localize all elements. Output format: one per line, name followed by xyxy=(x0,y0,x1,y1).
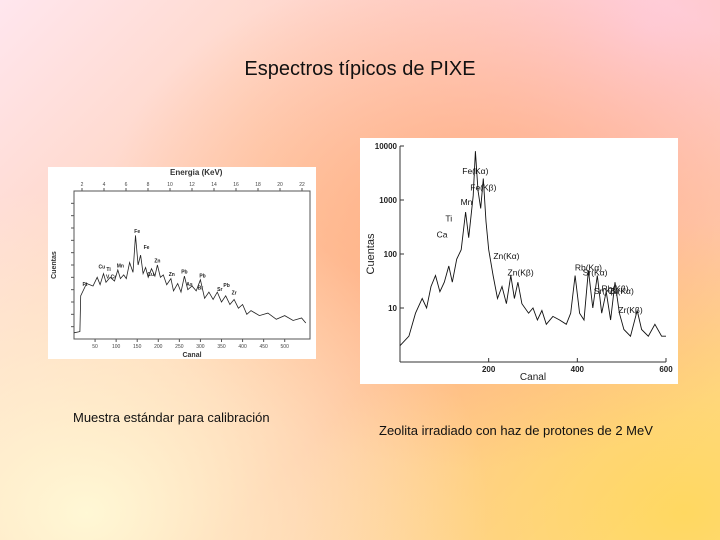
x-tick-label: 200 xyxy=(482,365,496,374)
y-tick-label: 10 xyxy=(388,304,397,313)
x-tick-label: 100 xyxy=(112,344,121,350)
peak-label: Mn xyxy=(117,263,124,269)
peak-label: Br xyxy=(198,286,204,292)
peak-label: Pb xyxy=(199,273,205,279)
y-tick-label: 100 xyxy=(384,250,398,259)
top-tick-label: 2 xyxy=(81,182,84,188)
x-tick-label: 450 xyxy=(259,344,268,350)
zeolite-spectrum-chart: 10 100 1000 10000 200 400 600 Canal Cuentas Fe(Kα… xyxy=(365,142,673,383)
peak-label: Ti xyxy=(445,213,452,223)
peak-label: Fe xyxy=(144,245,150,251)
top-tick-label: 4 xyxy=(103,182,106,188)
top-tick-label: 6 xyxy=(125,182,128,188)
peak-label: Mn xyxy=(461,197,473,207)
peak-label: Rb(Kα) xyxy=(575,262,602,272)
y-tick-label: 10000 xyxy=(375,142,398,151)
peak-label: Fe(Kα) xyxy=(462,166,488,176)
x-tick-label: 350 xyxy=(217,344,226,350)
peak-label: Pb xyxy=(181,270,187,276)
x-tick-label: 300 xyxy=(196,344,205,350)
peak-label: Ca xyxy=(437,230,448,240)
top-tick-label: 18 xyxy=(255,182,261,188)
x-tick-label: 200 xyxy=(154,344,163,350)
plot-frame xyxy=(73,190,311,340)
top-tick-label: 22 xyxy=(299,182,305,188)
x-tick-label: 50 xyxy=(92,344,98,350)
x-tick-label: 600 xyxy=(659,365,673,374)
peak-label: Ti xyxy=(106,267,111,273)
slide-title: Espectros típicos de PIXE xyxy=(244,58,476,80)
x-axis-label: Canal xyxy=(182,352,201,359)
caption-right: Zeolita irradiado con haz de protones de… xyxy=(379,423,653,438)
peak-label: Pb xyxy=(223,283,229,289)
x-tick-label: 500 xyxy=(281,344,290,350)
peak-label: Zn xyxy=(154,259,160,265)
peak-label: Zr xyxy=(232,291,237,297)
x-axis-label: Canal xyxy=(520,372,546,383)
top-tick-label: 12 xyxy=(189,182,195,188)
chart-title: Energia (KeV) xyxy=(170,168,223,177)
right-chart-panel: 10 100 1000 10000 200 400 600 Canal Cuentas Fe(Kα… xyxy=(360,138,678,384)
peak-label: Sr(Kβ) xyxy=(594,286,619,296)
peak-label: Fe(Kβ) xyxy=(470,182,496,192)
left-chart-panel: Energia (KeV) 2 4 6 8 10 12 14 16 18 20 22 50 100 150 2… xyxy=(48,167,316,359)
x-tick-label: 400 xyxy=(571,365,585,374)
y-axis-label: Cuentas xyxy=(365,233,377,274)
x-tick-label: 400 xyxy=(238,344,247,350)
peak-label: Cu xyxy=(98,265,105,271)
peak-label: As xyxy=(186,282,193,288)
peak-label: Cu xyxy=(147,272,154,278)
top-tick-label: 8 xyxy=(147,182,150,188)
caption-left: Muestra estándar para calibración xyxy=(73,410,270,425)
peak-label: Rb(Kβ) xyxy=(601,284,628,294)
peak-label: Zr(Kβ) xyxy=(618,305,642,315)
peak-label: Pt xyxy=(82,282,87,288)
top-tick-label: 20 xyxy=(277,182,283,188)
x-tick-label: 150 xyxy=(133,344,142,350)
top-tick-label: 16 xyxy=(233,182,239,188)
top-tick-label: 10 xyxy=(167,182,173,188)
spectrum-line xyxy=(399,151,666,347)
y-axis-label: Cuentas xyxy=(51,251,58,279)
spectrum-line xyxy=(73,235,307,334)
top-tick-label: 14 xyxy=(211,182,217,188)
peak-label: Zn xyxy=(169,272,175,278)
peak-label: Zr(Kα) xyxy=(610,286,634,296)
peak-label: V Cr xyxy=(106,275,116,281)
y-tick-label: 1000 xyxy=(379,196,397,205)
peak-label: Fe xyxy=(134,229,140,235)
peak-label: Sr xyxy=(217,287,222,293)
standard-sample-spectrum-chart: Energia (KeV) 2 4 6 8 10 12 14 16 18 20 22 50 100 150 2… xyxy=(51,168,311,359)
peak-label: Zn(Kα) xyxy=(493,251,519,261)
peak-label: Zn(Kβ) xyxy=(508,267,534,277)
peak-label: Sr(Kα) xyxy=(583,267,608,277)
x-tick-label: 250 xyxy=(175,344,184,350)
